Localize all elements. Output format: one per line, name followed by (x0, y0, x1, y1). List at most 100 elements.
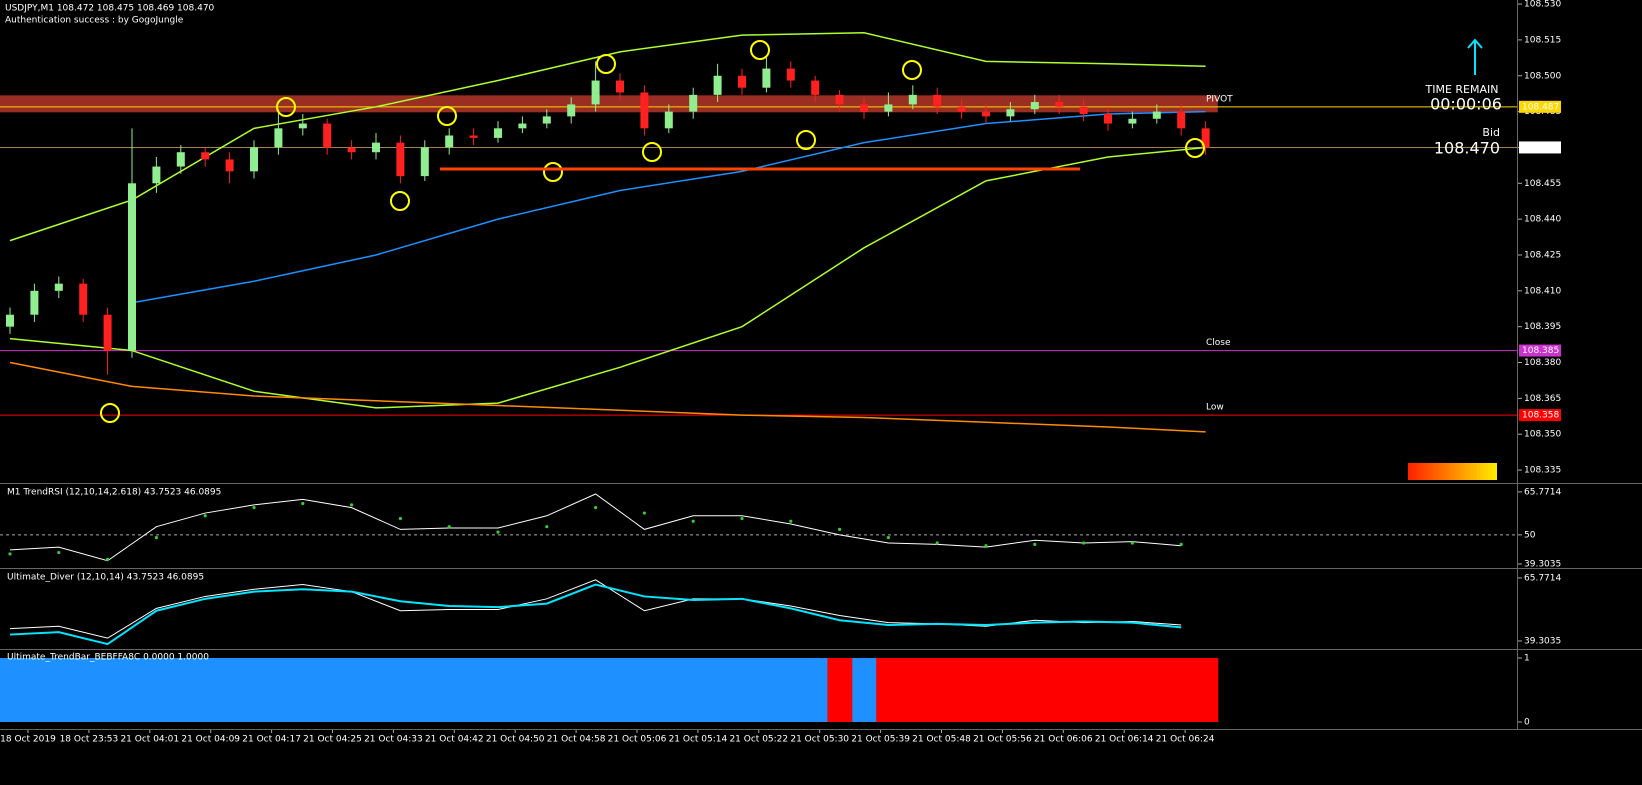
dot (398, 516, 402, 521)
x-tick-label: 21 Oct 05:06 (608, 735, 667, 745)
candle-body (762, 68, 771, 88)
trend-bar (705, 657, 731, 722)
signal-circle (1185, 138, 1205, 158)
indicator-line (9, 579, 1182, 639)
trend-bar (22, 657, 48, 722)
candle-body (396, 142, 405, 177)
panel (0, 657, 1219, 722)
candle-body (54, 283, 63, 291)
signal-circle (902, 60, 922, 80)
dot (1179, 542, 1183, 546)
trend-bar (1120, 657, 1146, 722)
x-tick-label: 18 Oct 23:53 (60, 735, 119, 745)
trend-bar (754, 657, 780, 722)
trend-bar (193, 657, 218, 722)
bid-price: 108.470 (1434, 139, 1500, 158)
y-tick-label: 108.530 (1524, 0, 1561, 10)
level-box (1519, 100, 1561, 113)
candle-body (908, 94, 917, 105)
dot (8, 552, 12, 556)
trend-bar (998, 657, 1024, 722)
candle-body (811, 80, 820, 95)
level-price: 108.487 (1522, 102, 1559, 112)
gradient-bar (1408, 463, 1497, 480)
panel (9, 579, 1182, 646)
y-tick-label: 50 (1524, 530, 1536, 540)
dot (984, 544, 988, 548)
trend-bar (95, 657, 121, 722)
candle-body (201, 152, 210, 160)
x-tick-label: 21 Oct 04:17 (242, 735, 301, 745)
dot (642, 511, 647, 515)
x-tick-label: 21 Oct 06:14 (1095, 735, 1154, 745)
candle-body (933, 94, 942, 107)
candle-body (347, 147, 356, 153)
x-tick-label: 21 Oct 04:58 (547, 735, 606, 745)
candle-body (152, 166, 161, 184)
x-tick-label: 21 Oct 05:39 (851, 735, 910, 745)
trend-bar (851, 657, 877, 722)
trend-bar (510, 657, 536, 722)
trend-bar (681, 657, 706, 722)
candle-body (298, 123, 307, 129)
x-tick-label: 21 Oct 06:06 (1034, 735, 1093, 745)
candle-body (103, 314, 112, 351)
trend-bar (534, 657, 560, 722)
candle-body (713, 75, 722, 95)
dot (740, 516, 744, 521)
signal-circles (100, 40, 1205, 423)
dot (447, 525, 451, 529)
trend-bar (1095, 657, 1121, 722)
dot (838, 527, 842, 532)
trend-bar (461, 657, 487, 722)
dot (496, 530, 500, 534)
candle-body (225, 159, 234, 172)
signal-circle (750, 40, 770, 60)
y-tick-label: 39.3035 (1524, 559, 1561, 569)
signal-circle (437, 106, 457, 126)
trend-bar (1144, 657, 1170, 722)
candle-body (664, 111, 673, 129)
auth-text: Authentication success : by GogoJungle (5, 16, 184, 26)
candle-body (30, 290, 39, 315)
trend-bar (778, 657, 804, 722)
trend-bar (973, 657, 999, 722)
trend-bar (144, 657, 170, 722)
trend-bar (71, 657, 96, 722)
trend-bar (559, 657, 584, 722)
trend-bar (1193, 657, 1219, 722)
candle-body (957, 106, 966, 112)
candle-body (860, 104, 868, 112)
trend-bar (1169, 657, 1194, 722)
x-tick-label: 21 Oct 04:42 (425, 735, 484, 745)
dot (886, 535, 891, 540)
trend-bar (900, 657, 926, 722)
candle-body (420, 147, 429, 177)
x-tick-label: 21 Oct 06:24 (1156, 735, 1215, 745)
trend-bar (729, 657, 755, 722)
panel-title: Ultimate_TrendBar_BEBFFA8C 0.0000 1.0000 (7, 653, 209, 663)
y-tick-label: 0 (1524, 717, 1530, 727)
x-tick-label: 21 Oct 04:09 (181, 735, 240, 745)
trend-bar (315, 657, 340, 722)
candle-body (616, 80, 624, 93)
trend-bar (437, 657, 462, 722)
candle-body (1177, 111, 1186, 129)
y-tick-label: 108.395 (1524, 322, 1561, 332)
candle-body (128, 183, 136, 351)
y-tick-label: 108.410 (1524, 286, 1561, 296)
trend-bar (656, 657, 682, 722)
trend-bar (168, 657, 194, 722)
trend-bar (876, 657, 902, 722)
dot (154, 535, 158, 540)
trend-bar (827, 657, 853, 722)
signal-circle (642, 142, 662, 162)
trend-bar (363, 657, 389, 722)
dot (935, 541, 939, 545)
candle-body (176, 152, 185, 167)
trend-bar (241, 657, 267, 722)
x-tick-label: 21 Oct 05:14 (669, 735, 728, 745)
bid-label: Bid (1482, 126, 1500, 139)
bid-box-price: 108.470 (1522, 143, 1559, 153)
